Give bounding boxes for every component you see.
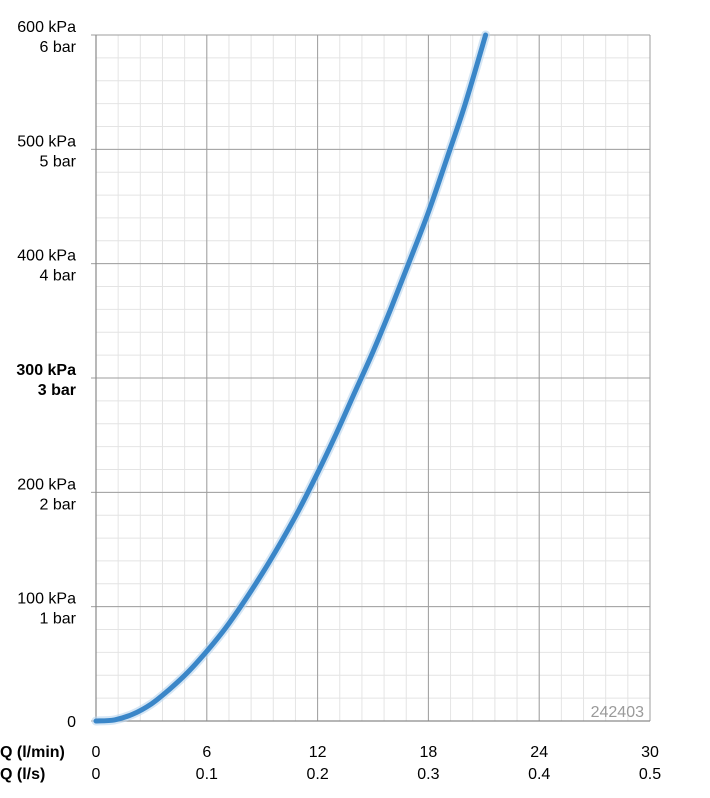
x-tick-label-lps: 0.4 bbox=[528, 766, 550, 783]
y-tick-label-kpa: 100 kPa bbox=[17, 591, 76, 608]
x-axis-label-lps: Q (l/s) bbox=[0, 766, 45, 783]
x-tick-label-lps: 0.2 bbox=[306, 766, 328, 783]
x-tick-label-lps: 0.3 bbox=[417, 766, 439, 783]
y-tick-label-kpa: 600 kPa bbox=[17, 19, 76, 36]
y-tick-label-bar: 1 bar bbox=[40, 611, 77, 628]
major-grid bbox=[91, 34, 651, 722]
chart-id-label: 242403 bbox=[591, 704, 644, 721]
x-tick-label-lps: 0 bbox=[92, 766, 101, 783]
y-tick-label-bar: 3 bar bbox=[38, 382, 76, 399]
y-tick-label-kpa: 200 kPa bbox=[17, 476, 76, 493]
x-tick-label-lpm: 6 bbox=[202, 744, 211, 761]
x-tick-label-lpm: 0 bbox=[92, 744, 101, 761]
y-tick-label-kpa: 300 kPa bbox=[16, 362, 76, 379]
x-tick-label-lpm: 30 bbox=[641, 744, 659, 761]
y-tick-label-bar: 6 bar bbox=[40, 39, 77, 56]
y-tick-label-bar: 5 bar bbox=[40, 153, 77, 170]
y-tick-label-kpa: 500 kPa bbox=[17, 133, 76, 150]
x-tick-label-lps: 0.1 bbox=[196, 766, 218, 783]
x-tick-labels: 0 0 6 0.1 12 0.2 18 0.3 24 0.4 30 0.5 bbox=[92, 744, 662, 783]
x-axis-label-lpm: Q (l/min) bbox=[0, 744, 65, 761]
x-tick-label-lpm: 18 bbox=[420, 744, 438, 761]
y-tick-label-bar: 2 bar bbox=[40, 496, 77, 513]
x-tick-label-lps: 0.5 bbox=[639, 766, 661, 783]
x-tick-label-lpm: 24 bbox=[530, 744, 548, 761]
y-tick-label-bar: 4 bar bbox=[40, 268, 77, 285]
y-tick-label-kpa: 400 kPa bbox=[17, 248, 76, 265]
y-tick-labels: 0 100 kPa 1 bar 200 kPa 2 bar 300 kPa 3 bar 400… bbox=[16, 19, 76, 731]
y-tick-label-kpa: 0 bbox=[67, 714, 76, 731]
x-tick-label-lpm: 12 bbox=[309, 744, 327, 761]
data-series bbox=[91, 30, 491, 726]
series-line bbox=[93, 32, 489, 724]
